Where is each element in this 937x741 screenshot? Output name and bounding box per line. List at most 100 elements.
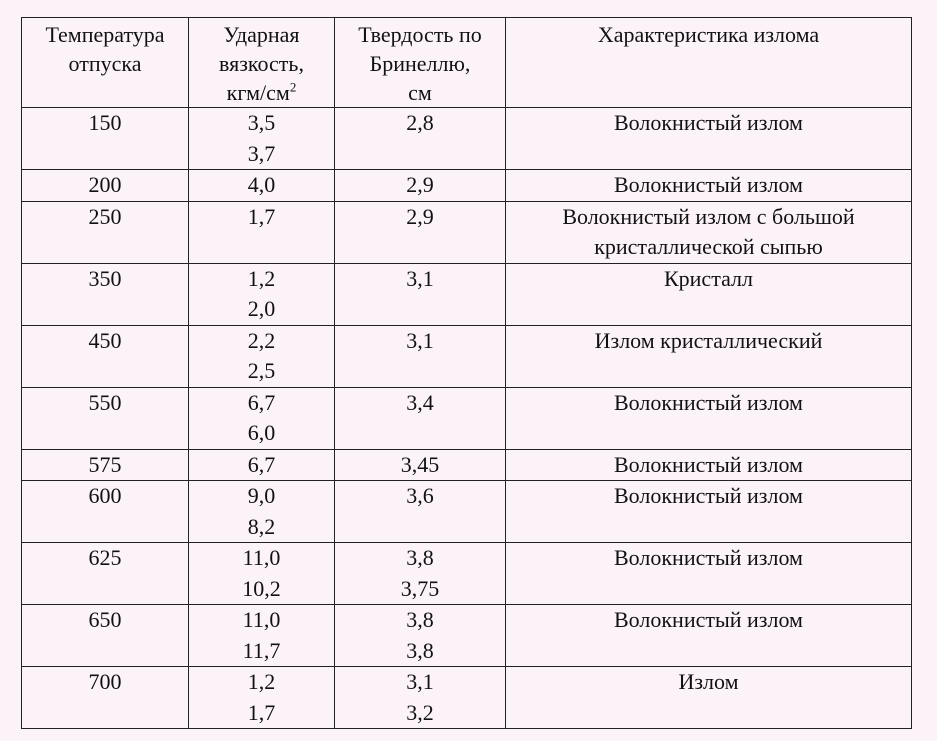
table-row: 625 11,0 10,2 3,8 3,75 Волокнистый излом: [21, 542, 912, 605]
cell-hardness-line: 2,8: [406, 110, 434, 135]
cell-hardness: 2,9: [334, 169, 506, 202]
cell-hardness: 3,45: [334, 448, 506, 481]
cell-impact: 1,2 1,7: [188, 666, 335, 729]
cell-impact-line: 10,2: [242, 575, 281, 601]
cell-impact-line: 9,0: [247, 483, 276, 508]
cell-impact-line: 2,5: [247, 358, 276, 383]
cell-temperature: 575: [21, 448, 189, 481]
table-row: 600 9,0 8,2 3,6 Волокнистый излом: [21, 480, 912, 543]
cell-temperature: 650: [21, 604, 189, 667]
table-row: 350 1,2 2,0 3,1 Кристалл: [21, 262, 912, 326]
table-row: 450 2,2 2,5 3,1 Излом кристаллический: [21, 324, 912, 388]
cell-fracture-line: Излом: [678, 669, 739, 694]
cell-impact: 6,7: [188, 448, 335, 481]
cell-impact-line: 1,7: [247, 699, 276, 725]
cell-impact: 11,0 10,2: [188, 542, 335, 605]
cell-fracture: Волокнистый излом: [505, 542, 912, 605]
cell-fracture: Излом: [505, 666, 912, 729]
header-text: Бринеллю,: [369, 51, 471, 76]
header-impact: Ударная вязкость, кгм/см2: [188, 17, 335, 108]
cell-fracture: Волокнистый излом: [505, 448, 912, 481]
cell-impact-line: 3,7: [247, 140, 276, 166]
cell-fracture: Волокнистый излом: [505, 604, 912, 667]
cell-impact-line: 1,2: [247, 669, 276, 694]
cell-hardness-line: 2,9: [406, 172, 434, 197]
header-text: отпуска: [68, 51, 142, 76]
cell-hardness-line: 3,75: [400, 575, 440, 601]
cell-fracture-line: Волокнистый излом: [614, 607, 803, 632]
cell-temperature: 700: [21, 666, 189, 729]
header-unit: кгм/см2: [193, 78, 330, 107]
header-text: вязкость,: [219, 51, 304, 76]
cell-impact: 3,5 3,7: [188, 107, 335, 170]
cell-fracture-line: Волокнистый излом: [614, 451, 803, 477]
cell-impact-line: 6,0: [247, 420, 276, 445]
cell-hardness: 3,6: [334, 480, 506, 543]
cell-fracture: Волокнистый излом: [505, 480, 912, 543]
cell-impact-line: 6,7: [247, 451, 276, 477]
cell-temperature: 550: [21, 386, 189, 450]
unit-text: кгм/см: [226, 80, 290, 105]
cell-hardness: 3,1: [334, 324, 506, 388]
table-row: 150 3,5 3,7 2,8 Волокнистый излом: [21, 107, 912, 170]
table-row: 575 6,7 3,45 Волокнистый излом: [21, 448, 912, 481]
cell-impact-line: 2,2: [247, 327, 276, 353]
cell-hardness-line: 3,8: [406, 607, 434, 632]
cell-fracture-line: Волокнистый излом: [614, 545, 803, 570]
cell-hardness-line: 3,8: [406, 637, 434, 663]
cell-hardness: 3,1: [334, 262, 506, 326]
cell-hardness-line: 3,45: [400, 451, 440, 477]
cell-temperature: 600: [21, 480, 189, 543]
cell-impact: 1,2 2,0: [188, 262, 335, 326]
cell-impact-line: 11,0: [242, 607, 281, 632]
header-text: см: [408, 80, 432, 105]
cell-temperature: 350: [21, 262, 189, 326]
cell-hardness: 2,8: [334, 107, 506, 170]
cell-impact: 2,2 2,5: [188, 324, 335, 388]
cell-hardness: 3,8 3,8: [334, 604, 506, 667]
tempering-table: Температура отпуска Ударная вязкость, кг…: [21, 17, 912, 729]
cell-fracture: Излом кристаллический: [505, 324, 912, 388]
header-hardness: Твердость по Бринеллю, см: [334, 17, 506, 108]
header-fracture: Характеристика излома: [505, 17, 912, 108]
cell-impact-line: 3,5: [247, 110, 276, 135]
header-text: Ударная: [223, 22, 300, 47]
header-temperature: Температура отпуска: [21, 17, 189, 108]
table-row: 550 6,7 6,0 3,4 Волокнистый излом: [21, 386, 912, 450]
header-text: Твердость по: [358, 22, 482, 47]
header-row: Температура отпуска Ударная вязкость, кг…: [21, 17, 912, 108]
cell-temperature: 250: [21, 200, 189, 264]
cell-fracture: Волокнистый излом: [505, 107, 912, 170]
table-row: 200 4,0 2,9 Волокнистый излом: [21, 169, 912, 202]
cell-temperature: 200: [21, 169, 189, 202]
cell-impact: 1,7: [188, 200, 335, 264]
cell-fracture: Волокнистый излом: [505, 386, 912, 450]
cell-impact: 4,0: [188, 169, 335, 202]
cell-hardness-line: 3,1: [406, 327, 434, 353]
cell-hardness: 3,8 3,75: [334, 542, 506, 605]
cell-hardness: 3,4: [334, 386, 506, 450]
cell-temperature: 150: [21, 107, 189, 170]
cell-hardness-line: 3,8: [406, 545, 434, 570]
cell-hardness-line: 3,1: [406, 265, 434, 291]
header-text: Температура: [45, 22, 165, 47]
cell-fracture-line: Излом кристаллический: [594, 327, 823, 353]
cell-hardness-line: 3,2: [406, 699, 434, 725]
cell-impact: 6,7 6,0: [188, 386, 335, 450]
cell-hardness: 3,1 3,2: [334, 666, 506, 729]
cell-fracture: Волокнистый излом с большой кристаллическ…: [505, 200, 912, 264]
cell-impact-line: 11,7: [242, 637, 281, 663]
table-row: 700 1,2 1,7 3,1 3,2 Излом: [21, 666, 912, 729]
cell-fracture: Волокнистый излом: [505, 169, 912, 202]
cell-fracture-line: Волокнистый излом: [614, 483, 803, 508]
cell-impact-line: 2,0: [247, 296, 276, 321]
cell-hardness-line: 3,1: [406, 669, 434, 694]
cell-impact-line: 1,7: [247, 203, 276, 229]
cell-impact: 11,0 11,7: [188, 604, 335, 667]
cell-fracture-line: Волокнистый излом: [614, 389, 803, 415]
cell-fracture-line: Волокнистый излом с большой: [562, 203, 855, 229]
cell-hardness-line: 3,6: [406, 483, 434, 508]
table-row: 650 11,0 11,7 3,8 3,8 Волокнистый излом: [21, 604, 912, 667]
cell-fracture-line: Кристалл: [663, 265, 753, 291]
cell-fracture-line: Волокнистый излом: [614, 110, 803, 135]
